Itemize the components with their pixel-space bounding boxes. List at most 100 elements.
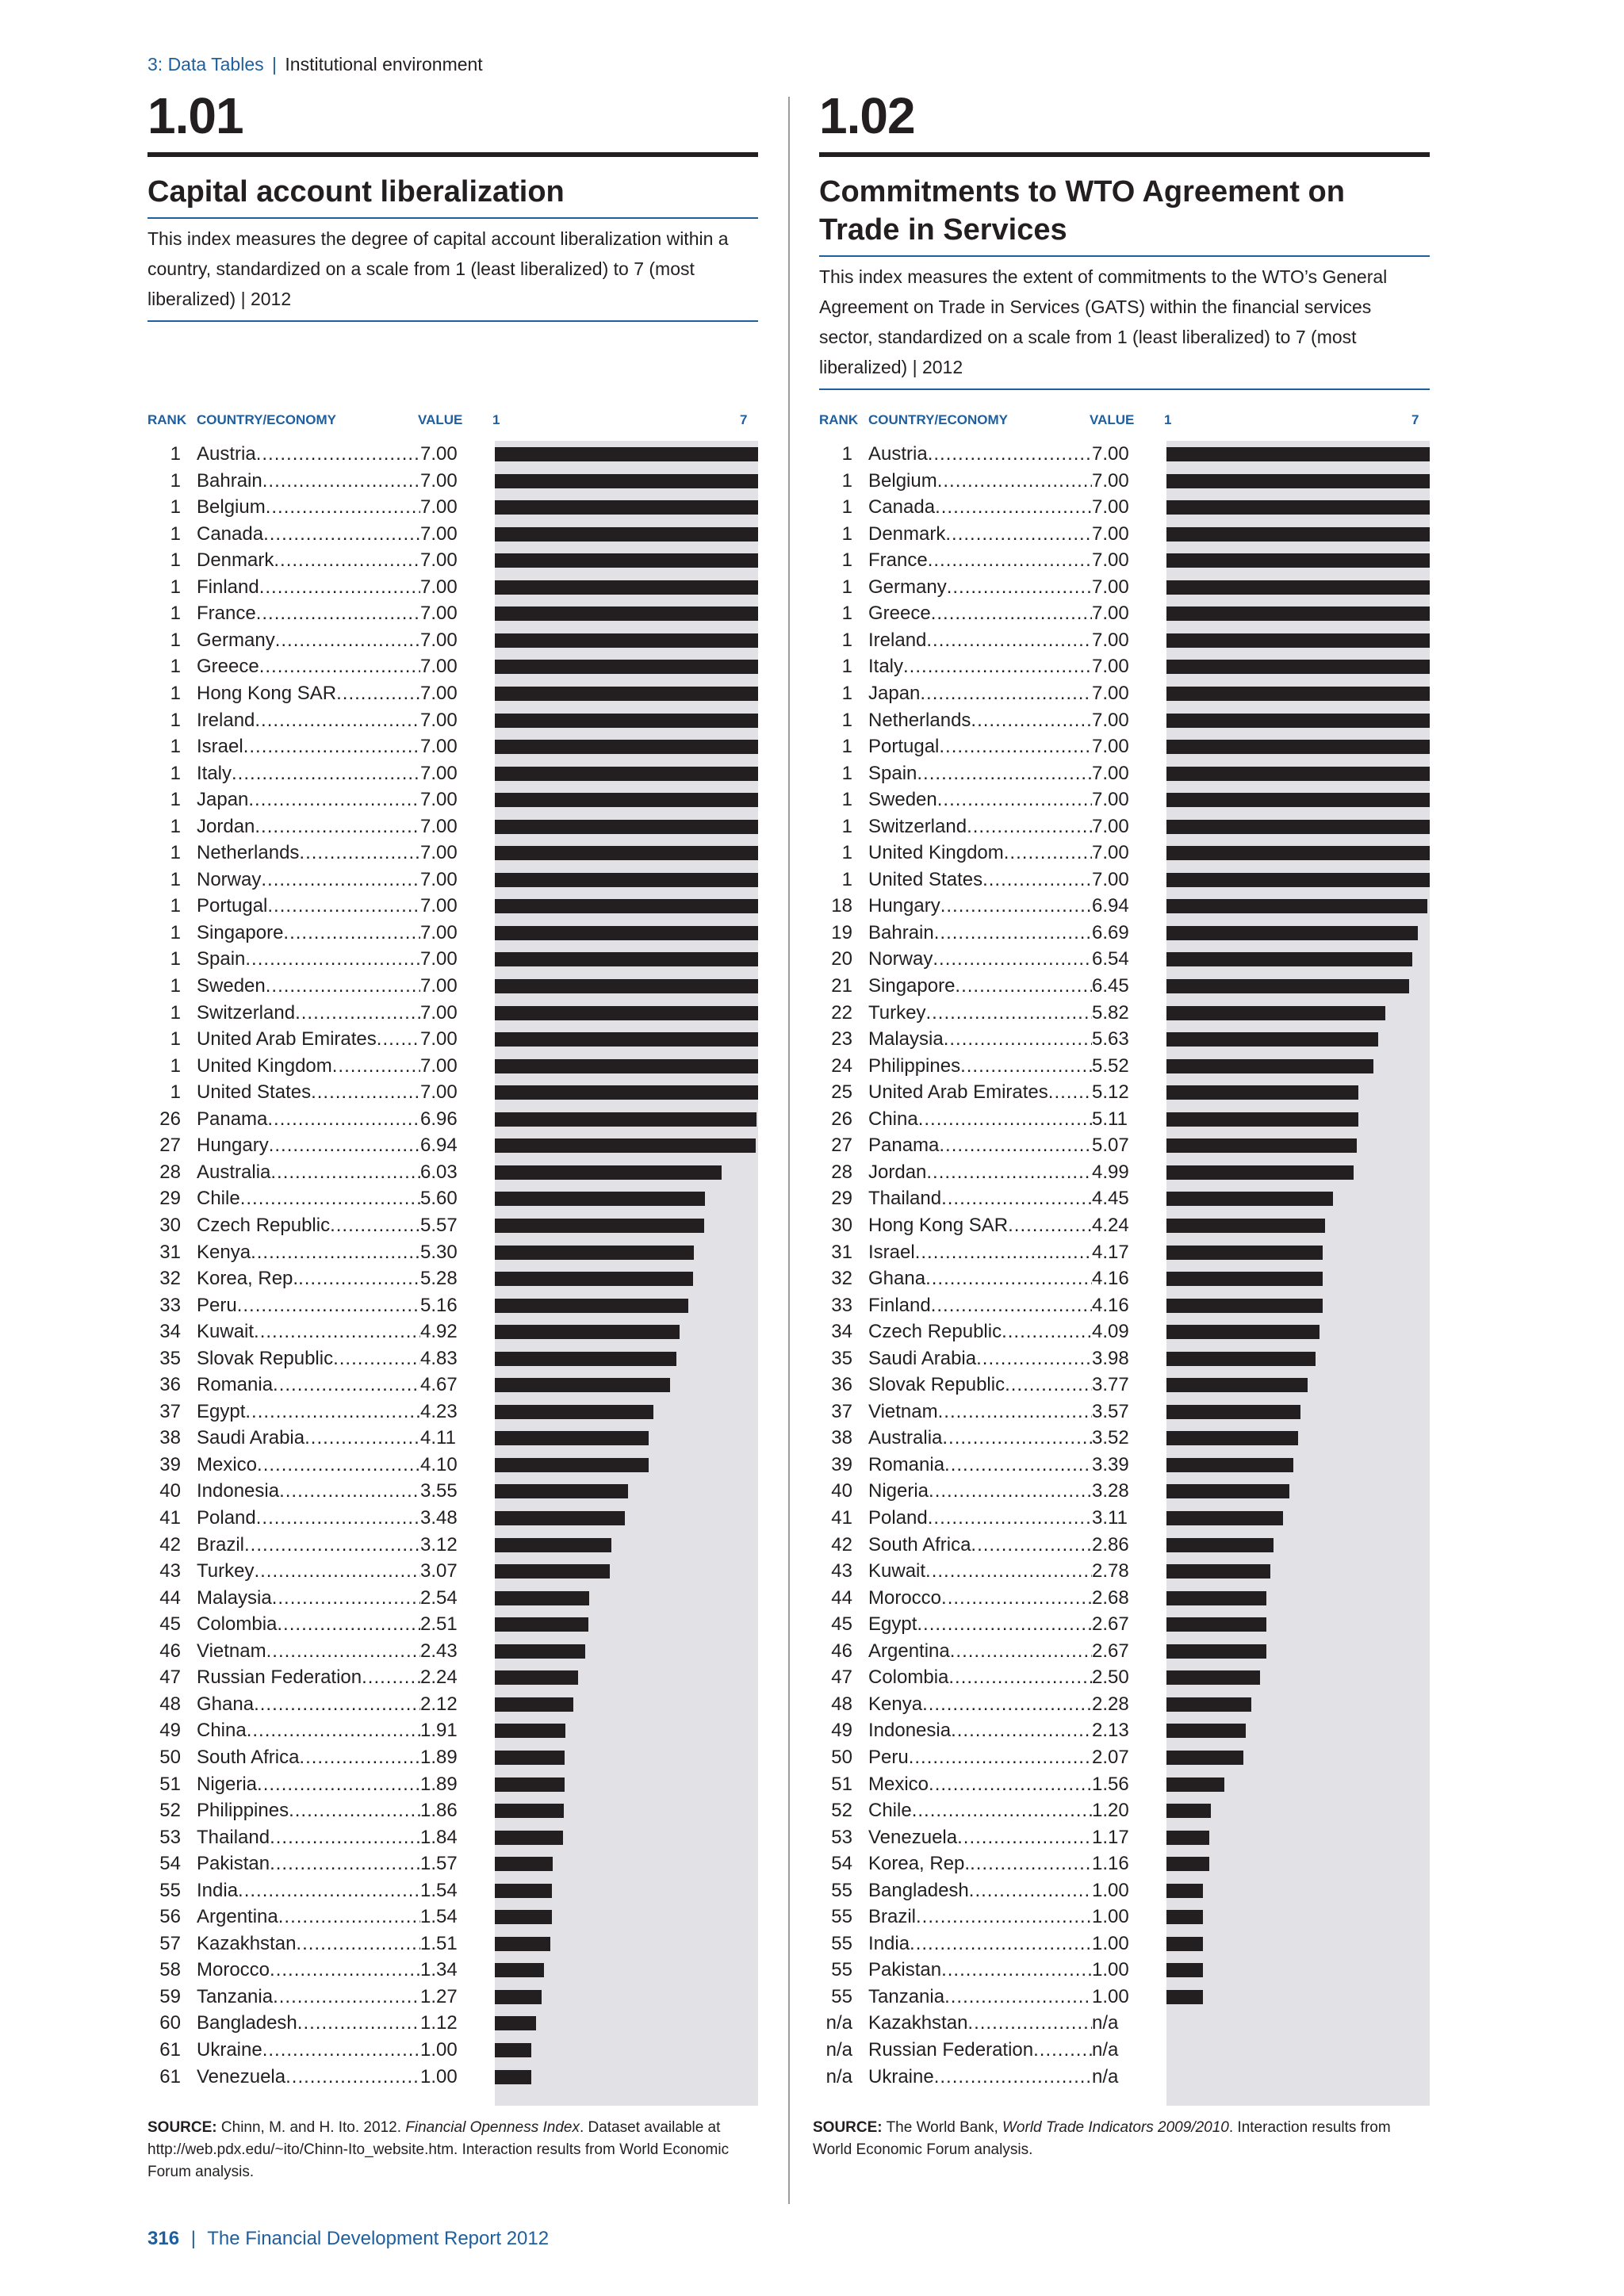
value-bar — [495, 1750, 565, 1765]
table-row: 49 China1.91 — [147, 1717, 758, 1744]
row-country: Nigeria — [868, 1478, 1092, 1505]
breadcrumb-section: 3: Data Tables — [147, 54, 264, 75]
row-country: United States — [868, 867, 1092, 894]
value-bar — [1166, 1936, 1203, 1951]
table-row: 55 India1.54 — [147, 1877, 758, 1904]
row-value: 7.00 — [1092, 603, 1129, 625]
row-country: Tanzania — [197, 1984, 420, 2011]
row-country: Greece — [868, 600, 1092, 627]
row-rank: 48 — [159, 1693, 181, 1715]
table-row: 53 Venezuela1.17 — [819, 1824, 1430, 1851]
row-country: Canada — [868, 494, 1092, 521]
value-bar — [495, 1378, 670, 1393]
row-value: 2.24 — [420, 1667, 458, 1689]
row-rank: 44 — [159, 1586, 181, 1609]
table-row: 25 United Arab Emirates5.12 — [819, 1079, 1430, 1106]
row-value: 5.11 — [1092, 1108, 1128, 1130]
row-country: Romania — [868, 1452, 1092, 1479]
row-value: 1.20 — [1092, 1800, 1129, 1822]
value-bar — [495, 952, 758, 967]
row-country: Netherlands — [197, 840, 420, 867]
value-bar — [495, 633, 758, 648]
value-bar — [495, 1245, 694, 1260]
source-label: SOURCE: — [147, 2119, 217, 2136]
value-bar — [1166, 1005, 1385, 1020]
row-country: Czech Republic — [197, 1212, 420, 1239]
table-row: 1 Ireland7.00 — [147, 707, 758, 734]
row-country: Poland — [868, 1505, 1092, 1532]
row-country: Ghana — [197, 1691, 420, 1718]
table-row: 37 Egypt4.23 — [147, 1399, 758, 1425]
row-rank: 36 — [831, 1374, 852, 1396]
row-country: Argentina — [868, 1638, 1092, 1665]
table-row: 50 South Africa1.89 — [147, 1744, 758, 1771]
description-rule — [147, 320, 758, 322]
value-bar — [1166, 1404, 1300, 1419]
table-row: 1 Belgium7.00 — [147, 494, 758, 521]
row-value: 1.00 — [1092, 1906, 1129, 1928]
row-rank: 50 — [831, 1746, 852, 1768]
table-row: 1 Sweden7.00 — [147, 973, 758, 1000]
row-value: 7.00 — [420, 868, 458, 890]
table-title: Commitments to WTO Agreement on Trade in… — [819, 175, 1345, 247]
table-row: 38 Saudi Arabia4.11 — [147, 1425, 758, 1452]
table-row: 1 Italy7.00 — [147, 760, 758, 787]
row-value: 7.00 — [420, 975, 458, 997]
row-value: 1.54 — [420, 1879, 458, 1901]
table-row: 46 Argentina2.67 — [819, 1638, 1430, 1665]
table-row: 24 Philippines5.52 — [819, 1053, 1430, 1080]
table-row: 57 Kazakhstan1.51 — [147, 1931, 758, 1957]
table-row: 1 Italy7.00 — [819, 653, 1430, 680]
row-rank: 1 — [841, 789, 852, 811]
row-value: 7.00 — [1092, 868, 1129, 890]
table-row: 48 Kenya2.28 — [819, 1691, 1430, 1718]
row-value: 2.68 — [1092, 1586, 1129, 1609]
value-bar — [495, 1404, 653, 1419]
row-value: 7.00 — [1092, 656, 1129, 678]
row-value: 2.78 — [1092, 1560, 1129, 1582]
value-bar — [495, 1644, 586, 1659]
row-country: Switzerland — [868, 813, 1092, 840]
heading-rule — [819, 152, 1430, 157]
row-value: 4.23 — [420, 1400, 458, 1422]
row-value: 7.00 — [1092, 549, 1129, 572]
row-value: 3.12 — [420, 1533, 458, 1556]
row-value: 1.86 — [420, 1800, 458, 1822]
heading-rule — [147, 152, 758, 157]
value-bar — [495, 1192, 706, 1207]
row-value: 7.00 — [1092, 842, 1129, 864]
table-row: 61 Ukraine1.00 — [147, 2037, 758, 2064]
value-bar — [1166, 1883, 1203, 1898]
row-rank: 1 — [170, 1081, 181, 1104]
row-country: Turkey — [868, 1000, 1092, 1027]
row-rank: 21 — [831, 975, 852, 997]
row-rank: 1 — [170, 868, 181, 890]
table-row: 27 Panama5.07 — [819, 1132, 1430, 1159]
row-value: 4.92 — [420, 1321, 458, 1343]
row-rank: 47 — [831, 1667, 852, 1689]
row-value: 5.28 — [420, 1268, 458, 1290]
value-bar — [1166, 1165, 1354, 1180]
row-value: 1.16 — [1092, 1853, 1129, 1875]
row-country: Singapore — [197, 920, 420, 947]
value-bar — [495, 979, 758, 993]
table-row: 1 Spain7.00 — [819, 760, 1430, 787]
value-bar — [1166, 1989, 1203, 2004]
row-value: 1.89 — [420, 1746, 458, 1768]
row-value: 7.00 — [420, 656, 458, 678]
row-country: Kazakhstan — [868, 2010, 1092, 2037]
table-row: 1 Greece7.00 — [819, 600, 1430, 627]
value-bar — [1166, 1112, 1358, 1127]
table-row: 39 Romania3.39 — [819, 1452, 1430, 1479]
row-value: 1.84 — [420, 1826, 458, 1848]
table-row: 30 Czech Republic5.57 — [147, 1212, 758, 1239]
table-row: 39 Mexico4.10 — [147, 1452, 758, 1479]
table-row: 51 Mexico1.56 — [819, 1771, 1430, 1798]
value-bar — [495, 1883, 552, 1898]
table-row: 36 Slovak Republic3.77 — [819, 1372, 1430, 1399]
table-row: 40 Indonesia3.55 — [147, 1478, 758, 1505]
row-value: 7.00 — [420, 1054, 458, 1077]
row-rank: 45 — [159, 1613, 181, 1636]
table-row: 23 Malaysia5.63 — [819, 1026, 1430, 1053]
row-rank: n/a — [825, 2039, 852, 2061]
